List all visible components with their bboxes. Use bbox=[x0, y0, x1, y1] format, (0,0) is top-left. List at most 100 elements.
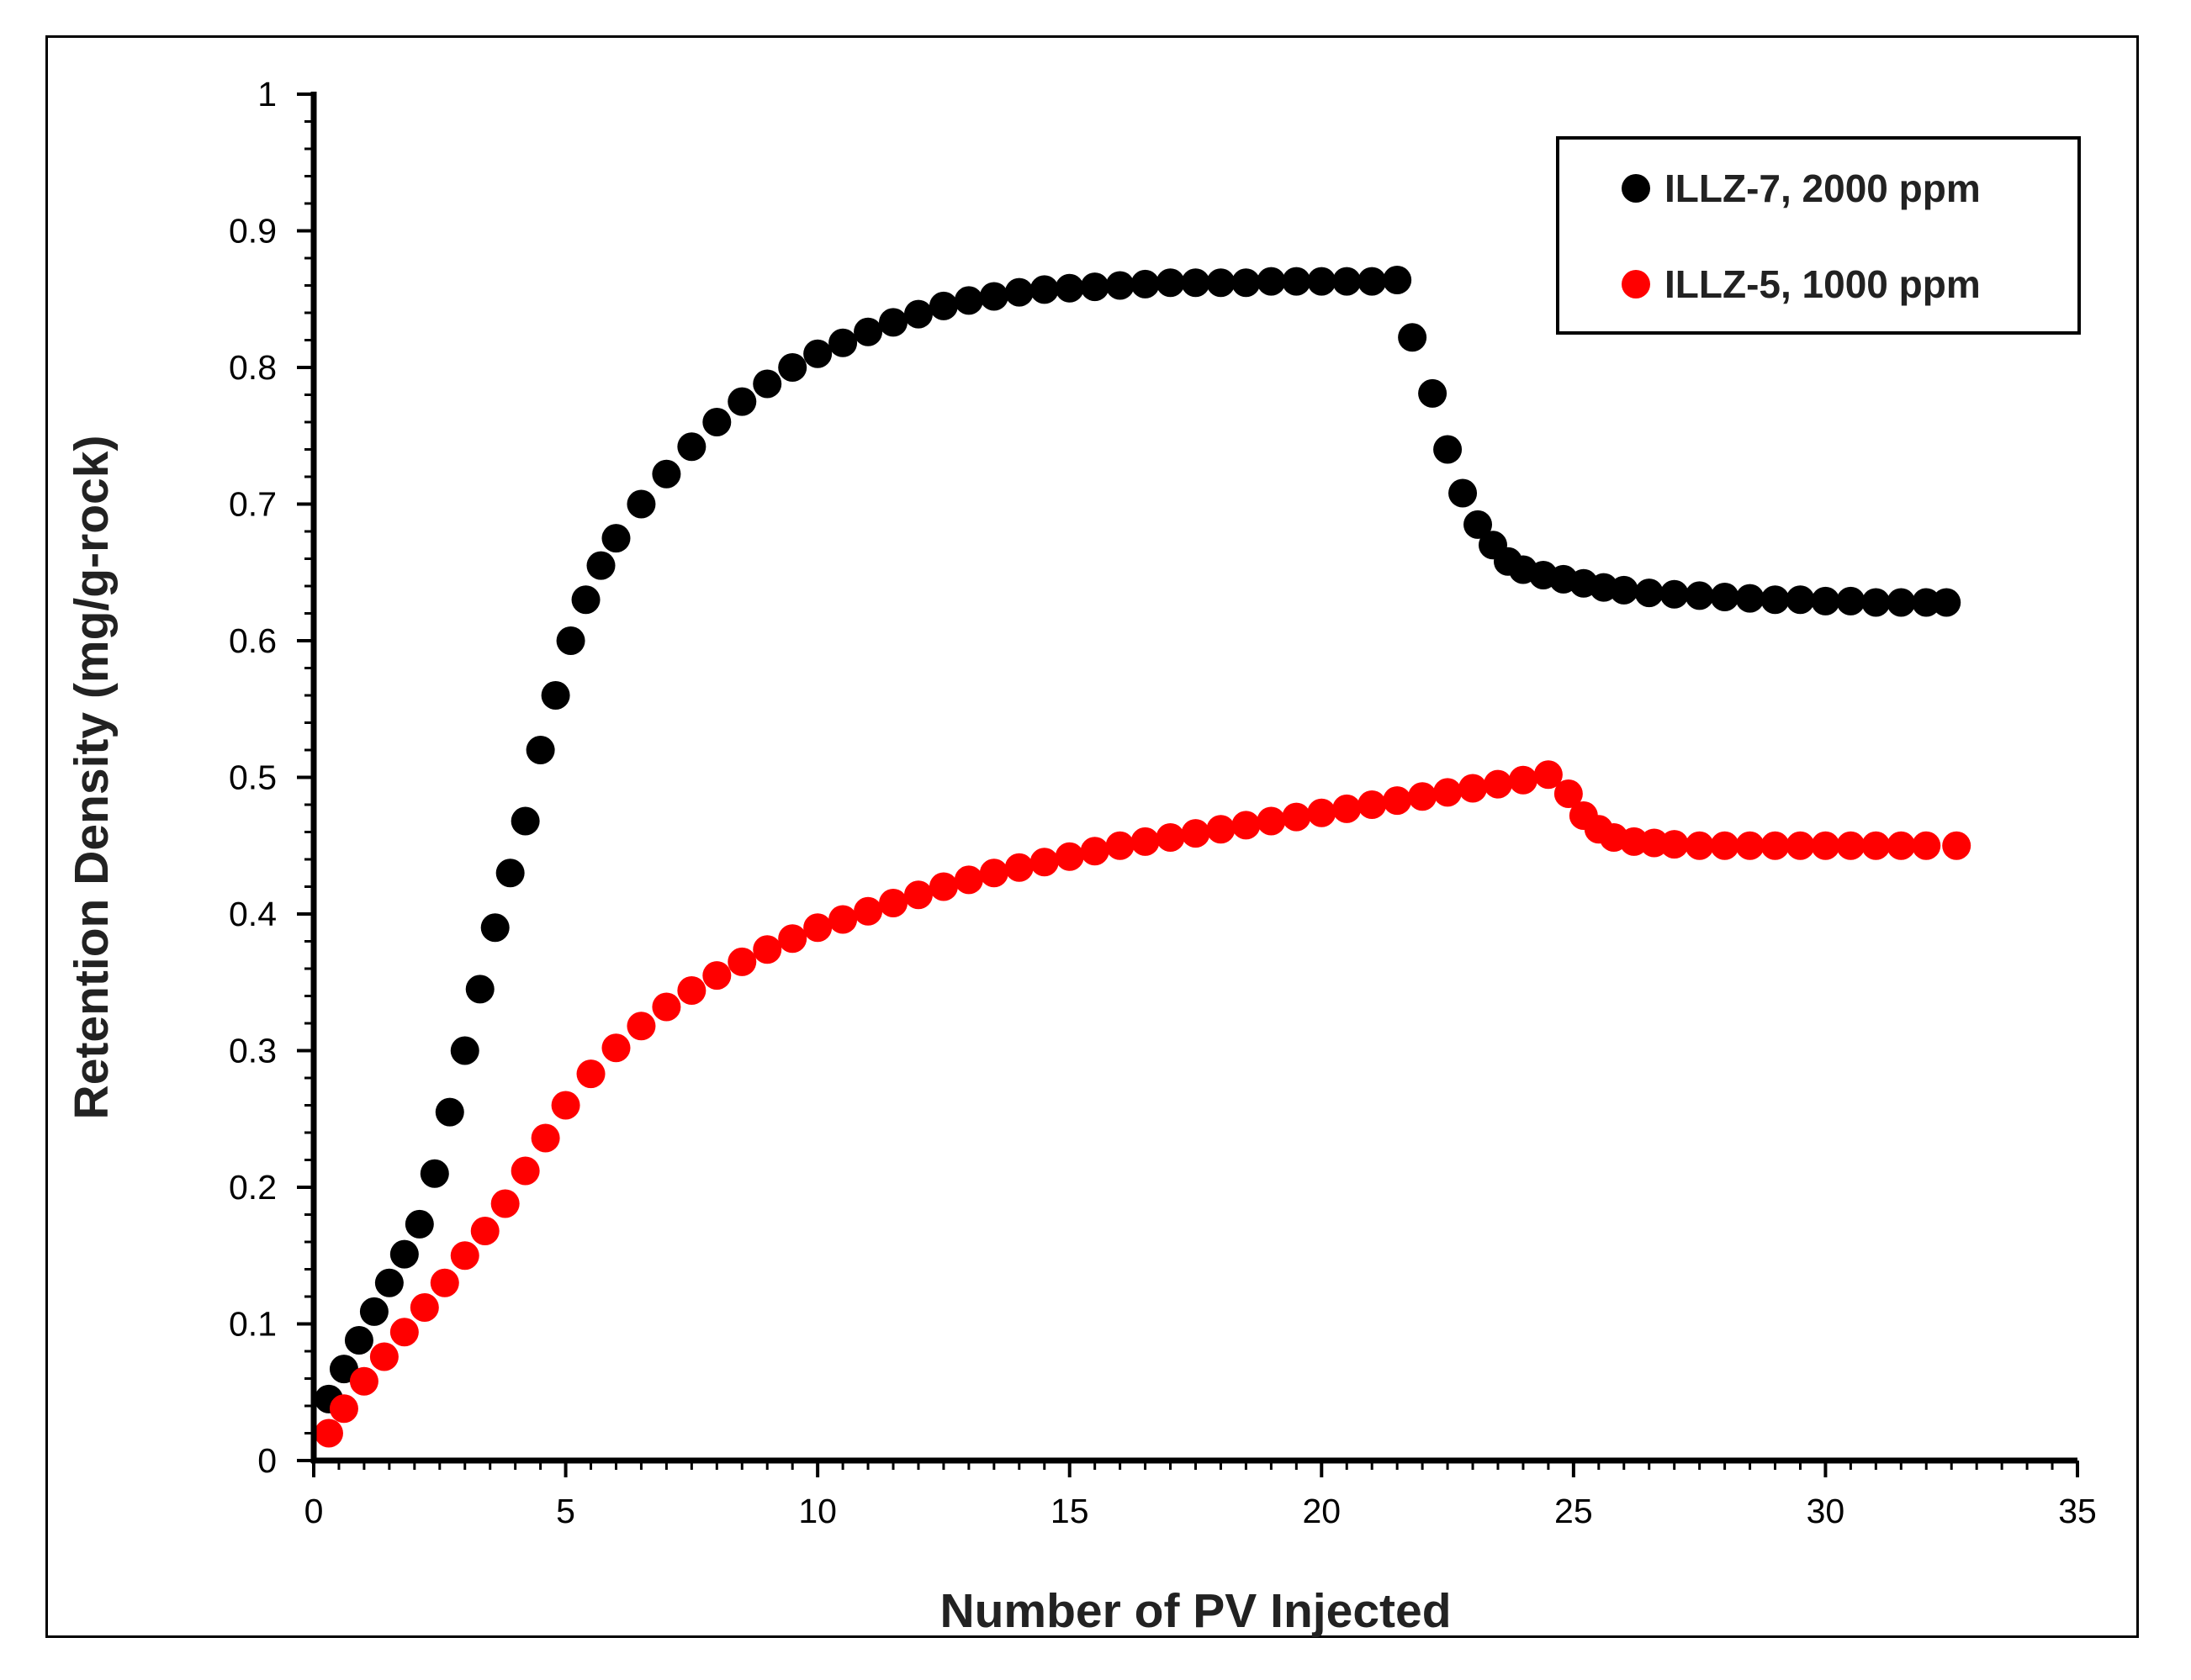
point-illz5 bbox=[728, 947, 757, 976]
point-illz7 bbox=[903, 299, 933, 329]
point-illz5 bbox=[511, 1156, 540, 1186]
legend-label-illz7: ILLZ-7, 2000 ppm bbox=[1664, 166, 1981, 210]
point-illz7 bbox=[1448, 478, 1478, 508]
point-illz7 bbox=[929, 291, 958, 320]
point-illz5 bbox=[551, 1091, 580, 1120]
x-tick-label: 10 bbox=[798, 1492, 837, 1530]
point-illz5 bbox=[1332, 794, 1362, 823]
point-illz5 bbox=[1029, 848, 1059, 877]
point-illz5 bbox=[1786, 831, 1815, 860]
point-illz5 bbox=[314, 1418, 343, 1448]
point-illz5 bbox=[702, 961, 732, 991]
point-illz5 bbox=[1383, 786, 1412, 816]
point-illz7 bbox=[511, 806, 540, 836]
point-illz5 bbox=[430, 1268, 459, 1297]
point-illz7 bbox=[1609, 575, 1638, 605]
point-illz5 bbox=[1004, 853, 1034, 882]
point-illz5 bbox=[1887, 831, 1916, 860]
point-illz5 bbox=[1553, 779, 1583, 808]
point-illz5 bbox=[349, 1366, 378, 1396]
point-illz5 bbox=[389, 1318, 419, 1347]
point-illz5 bbox=[1912, 831, 1941, 860]
point-illz5 bbox=[778, 924, 807, 954]
y-tick-label: 0.7 bbox=[229, 485, 277, 524]
point-illz7 bbox=[1932, 588, 1961, 617]
point-illz5 bbox=[1508, 765, 1537, 795]
y-axis-ticks: 0 0.1 0.2 0.3 0.4 0.5 0.6 0.7 0.8 0.9 1 bbox=[229, 75, 314, 1480]
point-illz5 bbox=[1433, 778, 1463, 807]
point-illz5 bbox=[1483, 769, 1512, 799]
point-illz7 bbox=[979, 282, 1008, 311]
point-illz5 bbox=[828, 905, 858, 934]
point-illz5 bbox=[803, 913, 833, 943]
y-tick-label: 0.2 bbox=[229, 1168, 277, 1207]
point-illz5 bbox=[1685, 831, 1714, 860]
point-illz5 bbox=[470, 1217, 500, 1245]
x-tick-label: 15 bbox=[1051, 1492, 1089, 1530]
x-tick-label: 5 bbox=[556, 1492, 575, 1530]
legend-box bbox=[1556, 136, 2081, 335]
point-illz5 bbox=[979, 858, 1008, 888]
point-illz7 bbox=[753, 369, 782, 399]
point-illz7 bbox=[1130, 269, 1160, 298]
point-illz7 bbox=[1257, 267, 1286, 296]
data-points bbox=[314, 266, 1971, 1448]
point-illz7 bbox=[1055, 273, 1084, 303]
point-illz7 bbox=[526, 736, 555, 764]
point-illz7 bbox=[1634, 578, 1664, 608]
point-illz7 bbox=[601, 524, 631, 553]
point-illz5 bbox=[753, 935, 782, 964]
point-illz7 bbox=[1383, 266, 1412, 294]
point-illz7 bbox=[778, 353, 807, 382]
point-illz5 bbox=[601, 1033, 631, 1063]
point-illz5 bbox=[1710, 831, 1739, 860]
point-illz5 bbox=[1811, 831, 1840, 860]
point-illz5 bbox=[879, 889, 908, 917]
point-illz7 bbox=[803, 339, 833, 368]
point-illz5 bbox=[1231, 811, 1261, 840]
point-illz5 bbox=[1735, 831, 1765, 860]
point-illz5 bbox=[1257, 806, 1286, 836]
point-illz7 bbox=[702, 408, 732, 436]
point-illz7 bbox=[828, 328, 858, 357]
point-illz7 bbox=[1710, 583, 1739, 611]
point-illz7 bbox=[465, 975, 495, 1004]
point-illz7 bbox=[1912, 588, 1941, 617]
point-illz7 bbox=[571, 585, 601, 615]
point-illz5 bbox=[490, 1189, 520, 1218]
point-illz5 bbox=[954, 865, 983, 895]
point-illz7 bbox=[450, 1036, 479, 1065]
point-illz7 bbox=[1004, 277, 1034, 307]
point-illz7 bbox=[677, 432, 707, 462]
point-illz5 bbox=[854, 896, 883, 926]
point-illz5 bbox=[929, 872, 958, 901]
point-illz5 bbox=[1357, 790, 1387, 819]
point-illz5 bbox=[410, 1293, 439, 1322]
point-illz7 bbox=[1887, 588, 1916, 617]
point-illz7 bbox=[374, 1268, 404, 1297]
point-illz7 bbox=[1786, 585, 1815, 615]
point-illz7 bbox=[1105, 271, 1135, 300]
point-illz5 bbox=[1181, 819, 1210, 848]
point-illz7 bbox=[1156, 268, 1185, 298]
point-illz5 bbox=[450, 1241, 479, 1271]
point-illz5 bbox=[369, 1342, 399, 1371]
point-illz5 bbox=[903, 880, 933, 910]
legend-label-illz5: ILLZ-5, 1000 ppm bbox=[1664, 262, 1981, 306]
y-tick-label: 0.1 bbox=[229, 1305, 277, 1344]
point-illz7 bbox=[359, 1297, 389, 1326]
point-illz5 bbox=[1055, 842, 1084, 871]
point-illz5 bbox=[1156, 823, 1185, 852]
point-illz7 bbox=[1181, 268, 1210, 298]
point-illz5 bbox=[677, 976, 707, 1005]
point-illz7 bbox=[1080, 272, 1109, 302]
point-illz5 bbox=[627, 1012, 656, 1041]
point-illz5 bbox=[329, 1394, 358, 1424]
point-illz7 bbox=[1685, 581, 1714, 610]
point-illz5 bbox=[576, 1059, 606, 1089]
point-illz7 bbox=[1433, 435, 1463, 464]
y-axis-title: Retention Density (mg/g-rock) bbox=[65, 436, 119, 1120]
y-tick-label: 0 bbox=[257, 1441, 277, 1480]
x-tick-label: 20 bbox=[1302, 1492, 1341, 1530]
